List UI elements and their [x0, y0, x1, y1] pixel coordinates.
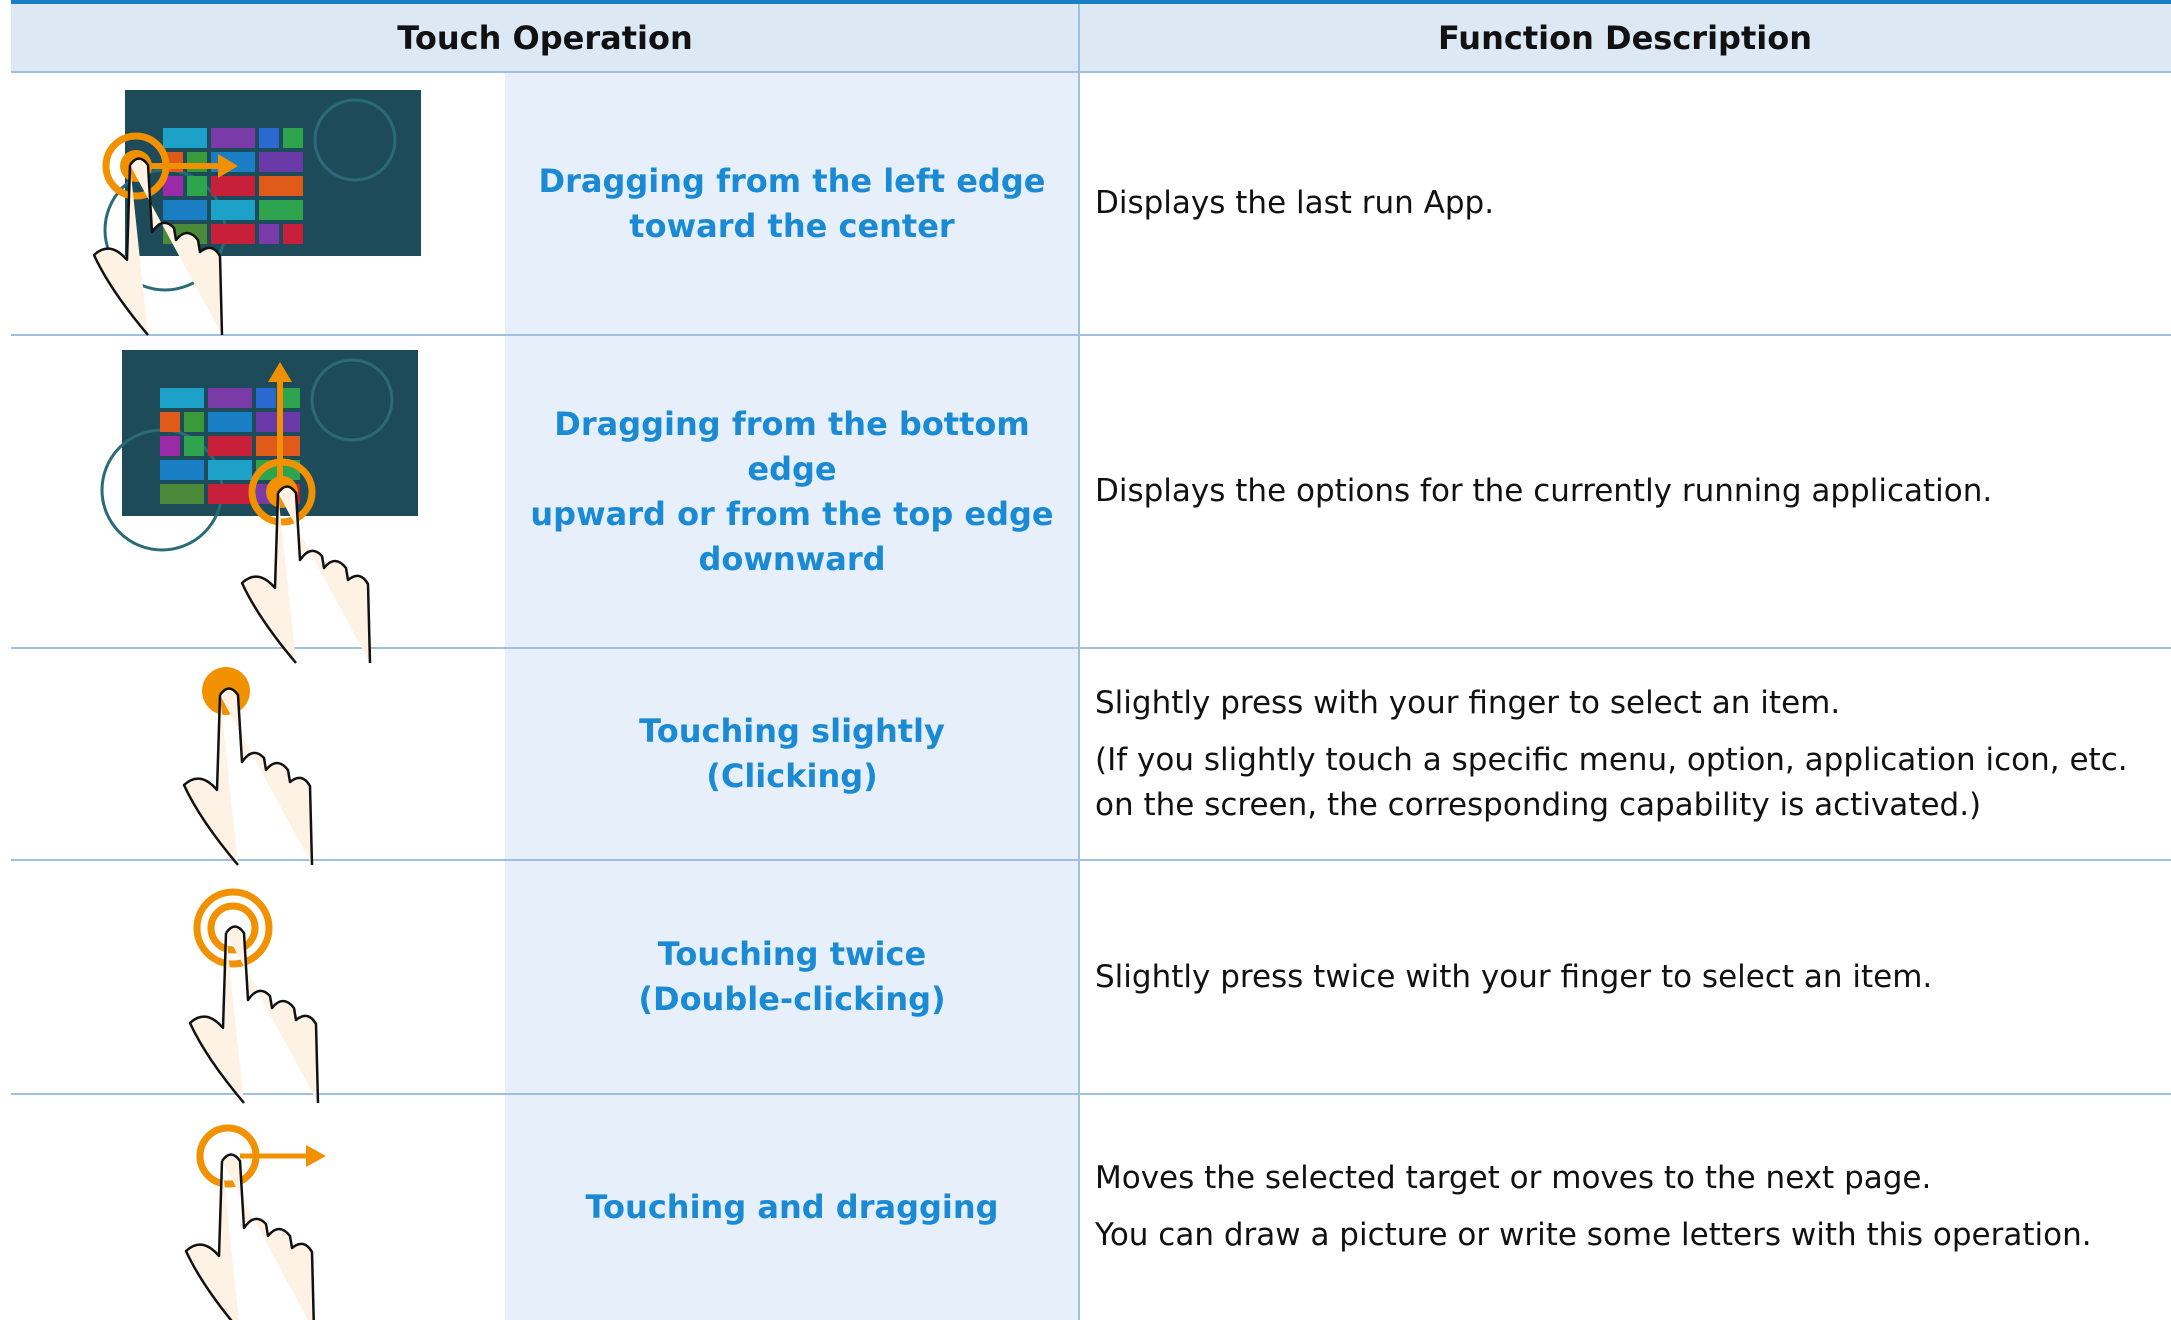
column-rule: [1078, 4, 1080, 1320]
description-text: (If you slightly touch a specific menu, …: [1095, 741, 2128, 823]
description-cell: Slightly press twice with your finger to…: [1079, 860, 2171, 1094]
operation-cell: Touching slightly (Clicking): [505, 648, 1079, 860]
top-rule: [11, 0, 2171, 4]
description-text: Slightly press twice with your finger to…: [1095, 958, 1933, 995]
operation-line: downward: [698, 539, 886, 578]
description-text: Displays the last run App.: [1095, 185, 1495, 221]
row-rule: [11, 1093, 2171, 1095]
operation-line: Dragging from the left edge: [538, 161, 1046, 200]
operation-cell: Dragging from the bottom edge upward or f…: [505, 335, 1079, 648]
operation-line: upward or from the top edge: [530, 494, 1054, 533]
description-cell: Displays the last run App.: [1079, 72, 2171, 335]
description-cell: Slightly press with your finger to selec…: [1079, 648, 2171, 860]
description-text: Displays the options for the currently r…: [1095, 473, 1993, 509]
description-text: Slightly press with your finger to selec…: [1095, 684, 1841, 721]
operation-line: Touching and dragging: [585, 1187, 999, 1226]
header-cell: Function Description: [1079, 4, 2171, 72]
description-text: You can draw a picture or write some let…: [1095, 1217, 2092, 1253]
operation-line: (Clicking): [706, 757, 878, 795]
operation-line: Touching twice: [657, 935, 927, 973]
operation-line: Dragging from the bottom edge: [554, 404, 1030, 488]
row-rule: [11, 334, 2171, 336]
operation-cell: Touching twice (Double-clicking): [505, 860, 1079, 1094]
row-rule: [11, 71, 2171, 73]
operation-line: (Double-clicking): [638, 980, 946, 1018]
row-rule: [11, 647, 2171, 649]
header-text: Touch Operation: [397, 19, 693, 57]
operation-line: toward the center: [629, 206, 955, 245]
description-cell: Moves the selected target or moves to th…: [1079, 1094, 2171, 1320]
description-text: Moves the selected target or moves to th…: [1095, 1160, 1932, 1196]
operation-cell: Dragging from the left edge toward the ce…: [505, 72, 1079, 335]
operation-cell: Touching and dragging: [505, 1094, 1079, 1320]
operation-line: Touching slightly: [639, 712, 945, 750]
description-cell: Displays the options for the currently r…: [1079, 335, 2171, 648]
row-rule: [11, 859, 2171, 861]
header-cell: Touch Operation: [11, 4, 1079, 72]
header-text: Function Description: [1438, 19, 1812, 57]
